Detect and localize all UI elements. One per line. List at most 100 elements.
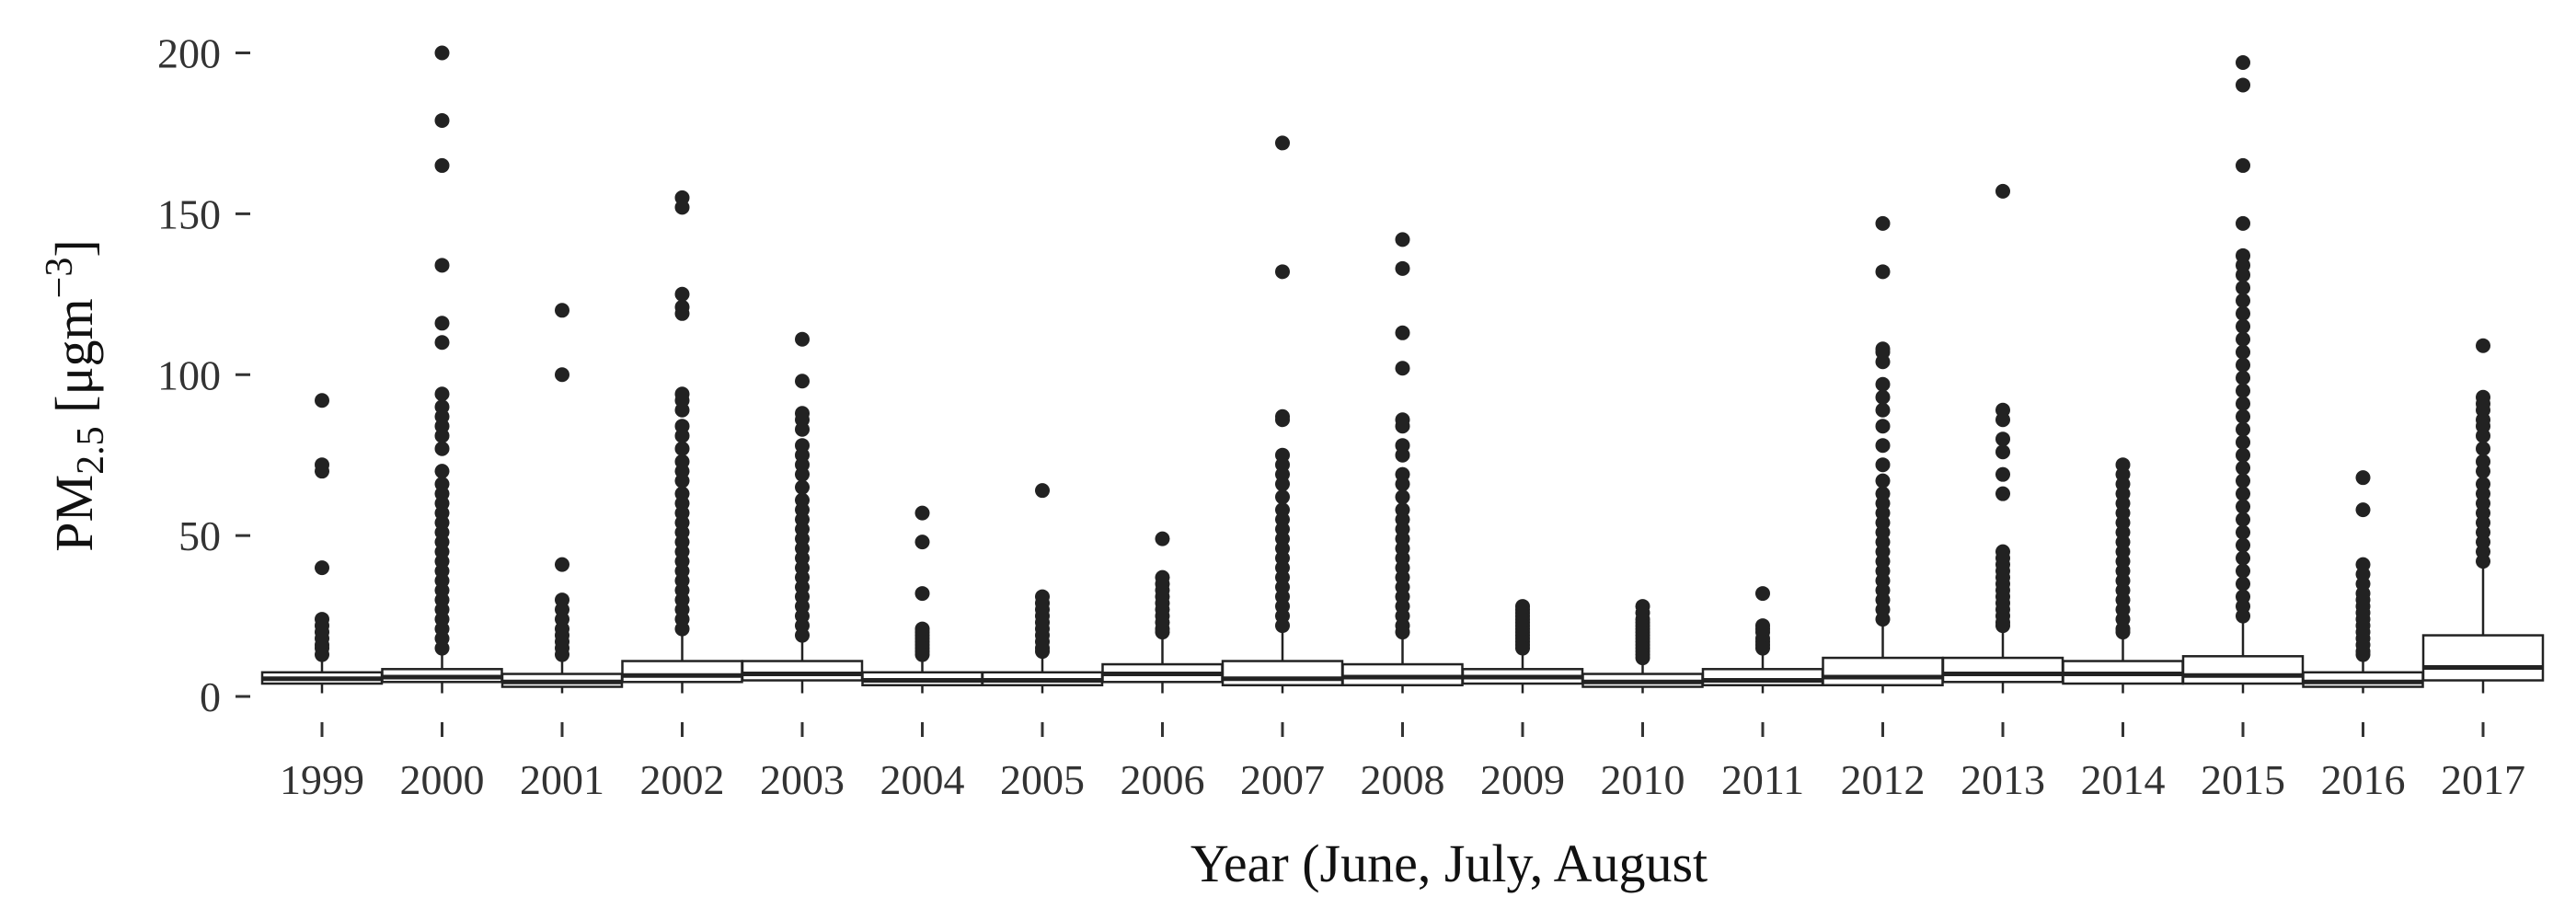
outlier-point xyxy=(2236,267,2250,282)
outlier-point xyxy=(434,386,450,402)
outlier-point xyxy=(1275,135,1290,151)
x-tick-label: 2005 xyxy=(1000,756,1085,803)
outlier-point xyxy=(555,647,569,662)
outlier-point xyxy=(1155,531,1170,546)
outlier-point xyxy=(674,305,690,321)
outlier-point xyxy=(2236,157,2250,173)
outlier-point xyxy=(674,441,690,456)
outlier-point xyxy=(2236,486,2250,501)
box-2003 xyxy=(741,331,864,694)
outlier-point xyxy=(1995,486,2010,501)
x-tick-label: 2009 xyxy=(1480,756,1565,803)
y-tick-label: 0 xyxy=(200,673,221,720)
outlier-point xyxy=(2236,460,2250,476)
box-2008 xyxy=(1341,232,1464,694)
outlier-point xyxy=(2236,318,2250,334)
outlier-point xyxy=(2476,554,2490,569)
y-axis-title: PM2.5 [μgm−3] xyxy=(39,239,112,551)
outlier-point xyxy=(1395,447,1410,463)
outlier-point xyxy=(914,647,930,662)
outlier-point xyxy=(434,335,450,351)
y-axis-title-unit: [μgm xyxy=(44,298,104,426)
box-2006 xyxy=(1101,531,1224,694)
outlier-point xyxy=(2236,370,2250,385)
outlier-point xyxy=(914,586,930,602)
outlier-point xyxy=(2476,464,2490,479)
outlier-point xyxy=(1995,183,2010,199)
outlier-point xyxy=(1395,489,1410,505)
x-tick-label: 2000 xyxy=(400,756,485,803)
outlier-point xyxy=(795,331,810,347)
y-tick-label: 200 xyxy=(157,29,221,76)
outlier-point xyxy=(1995,466,2010,482)
outlier-point xyxy=(1275,477,1290,492)
outlier-point xyxy=(2236,608,2250,624)
x-tick-label: 2008 xyxy=(1361,756,1445,803)
outlier-point xyxy=(674,621,690,637)
x-tick-label: 2016 xyxy=(2321,756,2406,803)
box-2013 xyxy=(1941,183,2064,694)
outlier-point xyxy=(2476,428,2490,443)
x-tick-label: 2006 xyxy=(1121,756,1205,803)
outlier-point xyxy=(434,441,450,456)
y-axis-ticks: 0 50 100 150 200 xyxy=(157,29,250,720)
x-axis-ticks: 1999 2000 2001 2002 2003 2004 2005 2006 2007 2008… xyxy=(280,722,2525,803)
outlier-point xyxy=(2236,447,2250,463)
outlier-point xyxy=(795,627,810,643)
outlier-point xyxy=(2476,338,2490,353)
box-2005 xyxy=(981,483,1104,694)
outlier-point xyxy=(555,303,569,318)
x-tick-label: 2011 xyxy=(1721,756,1804,803)
iqr-box xyxy=(1341,662,1464,687)
outlier-point xyxy=(674,200,690,215)
outlier-point xyxy=(674,473,690,489)
y-tick-label: 150 xyxy=(157,190,221,237)
outlier-point xyxy=(434,316,450,331)
box-2007 xyxy=(1221,135,1344,694)
outlier-point xyxy=(795,374,810,389)
outlier-point xyxy=(434,157,450,173)
outlier-point xyxy=(2115,625,2131,640)
y-axis-title-subscript: 2.5 xyxy=(70,426,112,475)
box-2004 xyxy=(861,505,983,694)
outlier-point xyxy=(795,421,810,437)
x-tick-label: 2007 xyxy=(1240,756,1325,803)
outlier-point xyxy=(2236,563,2250,579)
outlier-point xyxy=(2236,396,2250,411)
y-tick-label: 100 xyxy=(157,351,221,398)
outlier-point xyxy=(2355,647,2371,662)
outlier-point xyxy=(1875,389,1891,405)
iqr-box xyxy=(1941,656,2064,684)
outlier-point xyxy=(2236,408,2250,424)
outlier-point xyxy=(2476,441,2490,456)
outlier-point xyxy=(1875,376,1891,392)
outlier-point xyxy=(2355,502,2371,518)
outlier-point xyxy=(2236,576,2250,592)
outlier-point xyxy=(315,393,329,408)
outlier-point xyxy=(1155,625,1170,640)
outlier-point xyxy=(1995,444,2010,460)
outlier-point xyxy=(2236,512,2250,527)
x-tick-label: 1999 xyxy=(280,756,364,803)
x-tick-label: 2014 xyxy=(2081,756,2166,803)
outlier-point xyxy=(2236,54,2250,70)
outlier-point xyxy=(2236,215,2250,231)
outlier-point xyxy=(795,479,810,495)
outlier-point xyxy=(2236,280,2250,295)
outlier-point xyxy=(1995,412,2010,428)
outlier-point xyxy=(914,505,930,521)
outlier-point xyxy=(1875,264,1891,280)
outlier-point xyxy=(555,557,569,572)
iqr-box xyxy=(621,660,743,684)
outlier-point xyxy=(1275,264,1290,280)
outlier-point xyxy=(315,560,329,576)
x-tick-label: 2017 xyxy=(2441,756,2525,803)
outlier-point xyxy=(2355,470,2371,486)
outlier-point xyxy=(1875,402,1891,418)
outlier-point xyxy=(1515,640,1530,656)
x-tick-label: 2004 xyxy=(880,756,965,803)
outlier-point xyxy=(1875,354,1891,370)
outlier-point xyxy=(555,367,569,383)
box-2010 xyxy=(1581,599,1704,694)
